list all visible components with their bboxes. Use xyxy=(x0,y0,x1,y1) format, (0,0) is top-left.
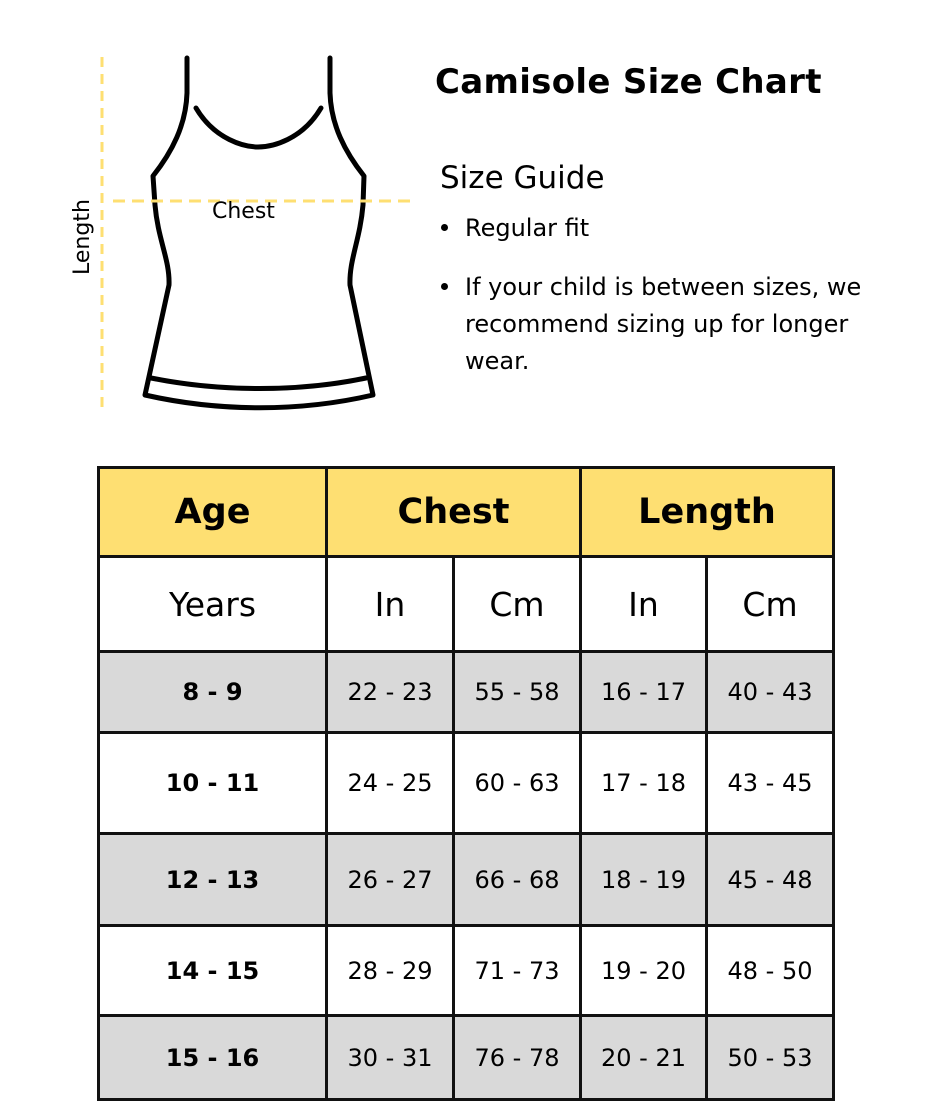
cell-length-cm: 43 - 45 xyxy=(704,731,836,835)
subheader-chest-in: In xyxy=(325,555,455,653)
length-label: Length xyxy=(70,199,95,275)
subheader-chest-cm: Cm xyxy=(452,555,582,653)
cell-length-in: 17 - 18 xyxy=(579,731,708,835)
cell-length-cm: 48 - 50 xyxy=(704,924,836,1017)
header-length: Length xyxy=(578,466,836,558)
size-guide-heading: Size Guide xyxy=(440,160,605,196)
cell-chest-cm: 76 - 78 xyxy=(452,1014,582,1101)
cell-length-in: 19 - 20 xyxy=(579,924,708,1017)
cell-length-cm: 40 - 43 xyxy=(704,650,836,734)
camisole-diagram xyxy=(100,55,410,411)
cell-length-in: 20 - 21 xyxy=(579,1014,708,1101)
cell-age: 15 - 16 xyxy=(97,1014,328,1101)
header-chest: Chest xyxy=(325,466,582,558)
subheader-years: Years xyxy=(97,555,328,653)
cell-chest-in: 30 - 31 xyxy=(325,1014,455,1101)
subheader-length-in: In xyxy=(579,555,708,653)
subheader-length-cm: Cm xyxy=(704,555,836,653)
bullet-dot xyxy=(441,224,448,231)
cell-age: 12 - 13 xyxy=(97,832,328,927)
cell-chest-in: 24 - 25 xyxy=(325,731,455,835)
camisole-icon xyxy=(142,55,376,411)
cell-chest-in: 22 - 23 xyxy=(325,650,455,734)
table-row: 10 - 11 24 - 25 60 - 63 17 - 18 43 - 45 xyxy=(97,731,836,835)
cell-length-cm: 50 - 53 xyxy=(704,1014,836,1101)
table-subheader: Years In Cm In Cm xyxy=(97,555,836,653)
table-row: 15 - 16 30 - 31 76 - 78 20 - 21 50 - 53 xyxy=(97,1014,836,1101)
page-title: Camisole Size Chart xyxy=(435,62,822,102)
table-row: 8 - 9 22 - 23 55 - 58 16 - 17 40 - 43 xyxy=(97,650,836,734)
size-table: Age Chest Length Years In Cm In Cm 8 - 9… xyxy=(97,466,836,1101)
guide-bullet: If your child is between sizes, we recom… xyxy=(441,269,881,380)
chest-label: Chest xyxy=(212,199,275,224)
guide-bullet: Regular fit xyxy=(441,210,881,247)
table-row: 14 - 15 28 - 29 71 - 73 19 - 20 48 - 50 xyxy=(97,924,836,1017)
cell-chest-cm: 60 - 63 xyxy=(452,731,582,835)
cell-age: 14 - 15 xyxy=(97,924,328,1017)
cell-age: 10 - 11 xyxy=(97,731,328,835)
cell-chest-cm: 71 - 73 xyxy=(452,924,582,1017)
cell-length-in: 18 - 19 xyxy=(579,832,708,927)
cell-chest-in: 28 - 29 xyxy=(325,924,455,1017)
cell-length-in: 16 - 17 xyxy=(579,650,708,734)
cell-chest-cm: 66 - 68 xyxy=(452,832,582,927)
cell-length-cm: 45 - 48 xyxy=(704,832,836,927)
cell-chest-in: 26 - 27 xyxy=(325,832,455,927)
table-row: 12 - 13 26 - 27 66 - 68 18 - 19 45 - 48 xyxy=(97,832,836,927)
header-age: Age xyxy=(97,466,328,558)
bullet-dot xyxy=(441,283,448,290)
bullet-text: If your child is between sizes, we recom… xyxy=(465,273,862,375)
table-group-header: Age Chest Length xyxy=(97,466,836,558)
cell-age: 8 - 9 xyxy=(97,650,328,734)
bullet-text: Regular fit xyxy=(465,214,590,242)
cell-chest-cm: 55 - 58 xyxy=(452,650,582,734)
